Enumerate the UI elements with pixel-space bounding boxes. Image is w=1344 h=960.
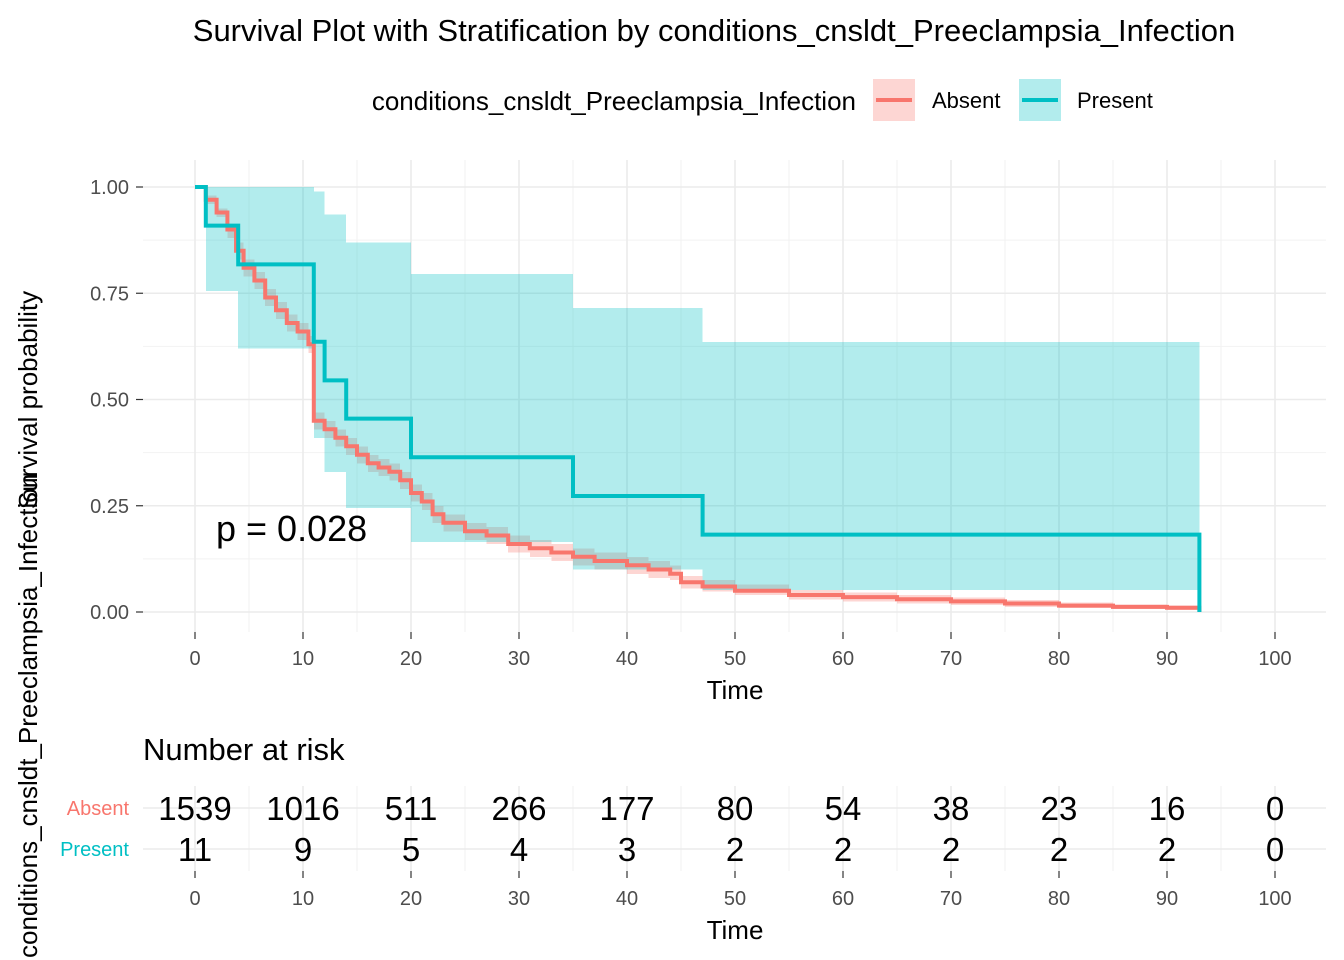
risk-x-tick-label: 0 [189,888,200,910]
risk-x-tick-label: 50 [724,888,746,910]
ci-band-present [313,191,325,438]
y-tick-label: 0.75 [90,283,129,305]
risk-count-absent: 1539 [158,790,231,827]
legend-label-absent: Absent [932,88,1001,113]
legend-title: conditions_cnsldt_Preeclampsia_Infection [372,86,856,116]
risk-x-tick-label: 20 [400,888,422,910]
risk-count-present: 2 [834,831,852,868]
x-tick-label: 30 [508,648,530,670]
x-tick-label: 0 [189,648,200,670]
risk-count-absent: 16 [1149,790,1186,827]
survival-curve-absent [195,185,1202,612]
x-tick-label: 10 [292,648,314,670]
ci-band-present [324,214,347,472]
y-tick-label: 0.50 [90,390,129,412]
risk-x-tick-label: 70 [940,888,962,910]
risk-count-present: 11 [178,831,212,868]
risk-row-label-absent: Absent [67,798,130,820]
y-tick-label: 0.00 [90,602,129,624]
x-tick-label: 60 [832,648,854,670]
risk-count-present: 2 [726,831,744,868]
ci-band-present [702,342,1200,590]
risk-count-absent: 54 [825,790,862,827]
risk-x-axis-title: Time [707,915,764,945]
x-tick-label: 100 [1258,648,1291,670]
axis-ticks: 0 10 20 30 40 50 60 70 80 90 100 0.00 0.25 0.50 0.75 1.… [90,177,1292,670]
ci-band-present [573,308,703,570]
risk-x-tick-label: 10 [292,888,314,910]
risk-count-absent: 1016 [266,790,339,827]
survival-curves [195,185,1202,612]
risk-x-tick-label: 30 [508,888,530,910]
x-tick-label: 40 [616,648,638,670]
risk-count-absent: 266 [491,790,546,827]
risk-count-present: 4 [510,831,528,868]
risk-count-present: 2 [1050,831,1068,868]
plot-grid [143,160,1326,632]
risk-count-present: 5 [402,831,420,868]
x-tick-label: 70 [940,648,962,670]
risk-row-label-present: Present [60,839,129,861]
risk-count-present: 2 [1158,831,1176,868]
ci-band-absent [227,225,237,238]
risk-count-absent: 23 [1041,790,1078,827]
legend-label-present: Present [1077,88,1153,113]
confidence-bands [205,187,1200,610]
x-tick-label: 90 [1156,648,1178,670]
ci-band-present [411,274,573,542]
x-tick-label: 20 [400,648,422,670]
y-tick-label: 1.00 [90,177,129,199]
risk-count-present: 0 [1266,831,1284,868]
x-tick-label: 80 [1048,648,1070,670]
p-value-annotation: p = 0.028 [216,508,367,549]
risk-count-present: 3 [618,831,636,868]
risk-count-absent: 38 [933,790,970,827]
risk-count-absent: 511 [385,790,438,827]
x-tick-label: 50 [724,648,746,670]
risk-table-title: Number at risk [143,732,345,767]
risk-table-grid: 0 10 20 30 40 50 60 70 80 90 100 [143,786,1326,910]
risk-count-absent: 177 [599,790,654,827]
risk-y-axis-title: conditions_cnsldt_Preeclampsia_Infection [13,474,43,958]
legend: conditions_cnsldt_Preeclampsia_Infection… [372,79,1153,121]
risk-x-tick-label: 40 [616,888,638,910]
y-tick-label: 0.25 [90,496,129,518]
risk-count-absent: 0 [1266,790,1284,827]
risk-x-tick-label: 80 [1048,888,1070,910]
risk-count-absent: 80 [717,790,754,827]
risk-x-tick-label: 60 [832,888,854,910]
y-axis-title: Survival probability [13,291,43,509]
x-axis-title: Time [707,675,764,705]
ci-band-present [205,187,239,292]
risk-table: Absent 1539 1016 511 266 177 80 54 38 23 16 0Presen… [60,790,1284,868]
survival-curve-present [195,185,1202,612]
chart-title: Survival Plot with Stratification by con… [193,13,1235,48]
risk-x-tick-label: 100 [1258,888,1291,910]
risk-count-present: 2 [942,831,960,868]
risk-x-tick-label: 90 [1156,888,1178,910]
risk-count-present: 9 [294,831,312,868]
